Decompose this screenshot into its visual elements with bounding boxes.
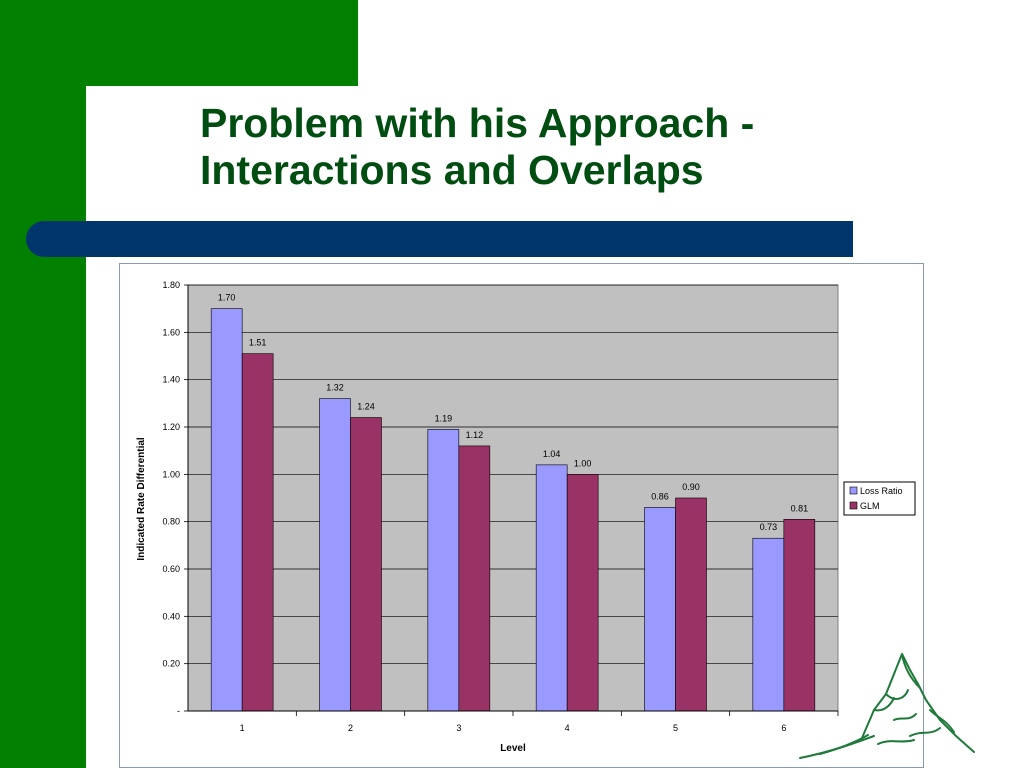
- slide-title-line-1: Problem with his Approach -: [200, 100, 755, 146]
- x-tick-label: 5: [673, 723, 678, 733]
- legend-label-loss-ratio: Loss Ratio: [860, 486, 903, 496]
- slide-title: Problem with his Approach - Interactions…: [200, 100, 980, 194]
- data-label-glm: 1.51: [249, 338, 267, 348]
- bar-glm: [241, 353, 274, 712]
- legend-label-glm: GLM: [860, 501, 880, 511]
- data-label-glm: 1.00: [574, 458, 592, 468]
- bar-loss-ratio: [319, 398, 351, 712]
- data-label-loss-ratio: 1.04: [543, 449, 561, 459]
- bar-chart: 1.70 1.51 1.32 1.24 1.19 1.12 1.04 1.00 0.86 0.90…: [136, 280, 916, 754]
- y-tick-label: 0.80: [162, 517, 180, 527]
- bars: 1.70 1.51 1.32 1.24 1.19 1.12 1.04 1.00 0.86 0.90…: [210, 293, 816, 712]
- data-label-loss-ratio: 1.32: [326, 383, 344, 393]
- data-label-loss-ratio: 1.19: [435, 413, 453, 423]
- bar-loss-ratio: [427, 429, 460, 712]
- x-tick-label: 4: [565, 723, 570, 733]
- y-tick-label: 1.40: [162, 375, 180, 385]
- y-tick-label: 0.40: [162, 611, 180, 621]
- y-tick-label: 1.80: [162, 280, 180, 290]
- bar-glm: [350, 417, 382, 712]
- legend: Loss Ratio GLM: [843, 481, 916, 516]
- data-label-glm: 0.81: [791, 503, 809, 513]
- data-label-glm: 1.24: [357, 402, 375, 412]
- y-tick-label: 1.00: [162, 469, 180, 479]
- data-label-loss-ratio: 0.86: [651, 491, 669, 501]
- data-label-glm: 1.12: [466, 430, 484, 440]
- y-tick-label: 0.20: [162, 659, 180, 669]
- legend-swatch-glm: [849, 501, 858, 510]
- axis-ticks: - 0.20 0.40 0.60 0.80 1.00 1.20 1.40 1.60 1.80 1 2 3…: [162, 280, 839, 733]
- legend-swatch-loss-ratio: [849, 486, 858, 495]
- bar-loss-ratio: [535, 464, 568, 712]
- slide-title-line-2: Interactions and Overlaps: [200, 147, 704, 193]
- mountain-logo-icon: [799, 653, 975, 759]
- bar-glm: [675, 497, 707, 712]
- x-tick-label: 3: [456, 723, 461, 733]
- y-axis-label: Indicated Rate Differential: [136, 437, 147, 561]
- data-label-loss-ratio: 0.73: [760, 522, 778, 532]
- gridlines: [188, 284, 838, 665]
- x-axis-label: Level: [500, 743, 526, 754]
- x-tick-label: 1: [240, 723, 245, 733]
- x-tick-label: 6: [781, 723, 786, 733]
- bar-glm: [783, 518, 816, 712]
- bar-glm: [566, 474, 599, 712]
- plot-area: [187, 284, 839, 712]
- y-tick-label: 0.60: [162, 564, 180, 574]
- green-side-band: [0, 0, 86, 768]
- green-top-band: [0, 0, 358, 86]
- bar-loss-ratio: [210, 308, 243, 712]
- x-tick-label: 2: [348, 723, 353, 733]
- y-tick-label: 1.20: [162, 422, 180, 432]
- title-divider-bar: [26, 221, 853, 257]
- data-label-loss-ratio: 1.70: [218, 293, 236, 303]
- data-label-glm: 0.90: [682, 482, 700, 492]
- y-tick-label: -: [177, 706, 180, 716]
- bar-glm: [458, 445, 491, 712]
- bar-loss-ratio: [644, 507, 676, 712]
- y-tick-label: 1.60: [162, 327, 180, 337]
- bar-loss-ratio: [752, 537, 785, 712]
